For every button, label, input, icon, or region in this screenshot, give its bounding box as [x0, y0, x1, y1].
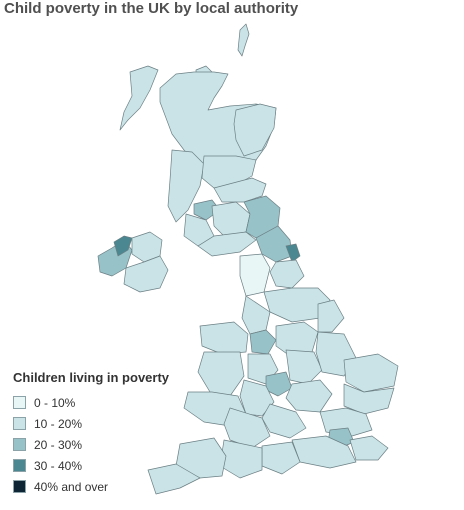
- legend-label-40-plus: 40% and over: [34, 479, 109, 494]
- region-cornwall: [147, 463, 201, 495]
- legend-item-40-plus: 40% and over: [13, 476, 213, 497]
- region-durham: [269, 259, 305, 289]
- map-title: Child poverty in the UK by local authori…: [4, 0, 299, 17]
- legend-swatch-40-plus: [13, 480, 26, 493]
- region-norfolk: [343, 353, 399, 393]
- region-dumfries: [197, 231, 257, 257]
- legend-swatch-30-40: [13, 459, 26, 472]
- region-manchester: [249, 329, 277, 355]
- region-ni-south: [123, 255, 169, 293]
- region-aberdeenshire: [233, 103, 277, 157]
- region-kent: [349, 435, 389, 461]
- legend-label-20-30: 20 - 30%: [34, 437, 83, 452]
- region-shetland: [237, 23, 250, 57]
- legend-title: Children living in poverty: [13, 370, 170, 385]
- legend-item-10-20: 10 - 20%: [13, 413, 213, 434]
- region-fife-lothian: [213, 177, 267, 203]
- region-argyll: [167, 149, 205, 223]
- region-tyneside: [285, 243, 301, 263]
- region-lanark: [211, 201, 251, 237]
- legend-swatch-10-20: [13, 417, 26, 430]
- region-east-yorks: [317, 299, 345, 333]
- legend-swatch-0-10: [13, 396, 26, 409]
- region-west-mids: [239, 379, 275, 417]
- legend-label-30-40: 30 - 40%: [34, 458, 83, 473]
- legend-label-10-20: 10 - 20%: [34, 416, 83, 431]
- region-north-wales: [199, 321, 249, 355]
- region-east-mids: [285, 379, 333, 413]
- region-suffolk: [343, 383, 395, 415]
- legend-item-20-30: 20 - 30%: [13, 434, 213, 455]
- region-lancs: [241, 295, 271, 335]
- region-ni-derry: [113, 235, 133, 257]
- region-notts: [285, 349, 323, 385]
- legend-label-0-10: 0 - 10%: [34, 395, 76, 410]
- legend-item-0-10: 0 - 10%: [13, 392, 213, 413]
- region-cumbria: [239, 253, 271, 297]
- legend-item-30-40: 30 - 40%: [13, 455, 213, 476]
- region-outer-hebrides: [119, 65, 159, 131]
- region-herts-essex: [319, 407, 373, 437]
- legend-swatch-20-30: [13, 438, 26, 451]
- legend: Children living in poverty 0 - 10% 10 - …: [13, 370, 213, 497]
